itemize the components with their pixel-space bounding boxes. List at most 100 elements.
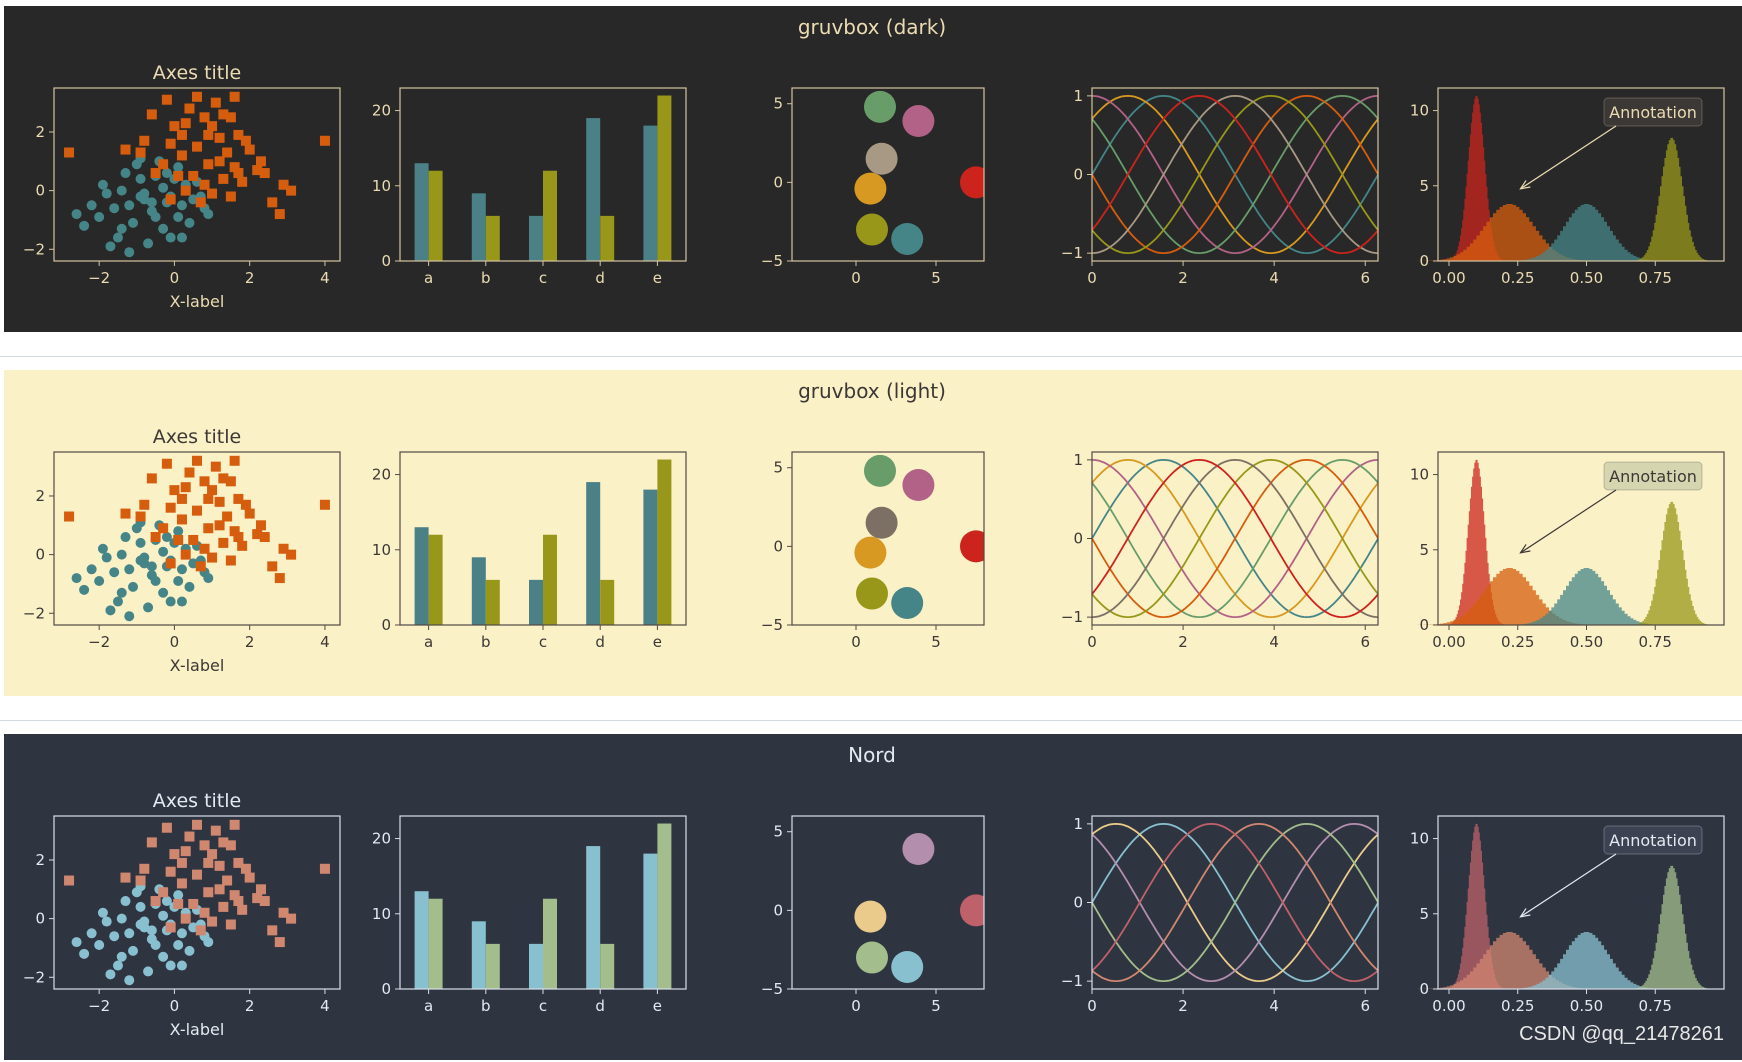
y-tick-label: 10	[1410, 830, 1429, 848]
x-tick-label: c	[539, 997, 547, 1015]
scatter-point-series-b	[252, 165, 263, 176]
x-tick-label: d	[595, 997, 605, 1015]
y-tick-label: −2	[23, 604, 45, 622]
x-tick-label: 0.75	[1639, 633, 1672, 651]
sine-series-line	[1091, 94, 1379, 255]
scatter-point-series-a	[158, 546, 169, 557]
x-tick-label: 4	[1269, 633, 1279, 651]
annotation-box	[1603, 97, 1703, 127]
scatter-point-series-b	[214, 884, 225, 895]
scatter-point-series-b	[158, 159, 169, 170]
bar-series-1	[643, 125, 658, 261]
circle-marker	[865, 142, 898, 175]
y-tick-label: 10	[372, 905, 391, 923]
circle-group	[854, 833, 984, 983]
scatter-point-series-b	[218, 837, 229, 848]
scatter-point-series-b	[199, 179, 210, 190]
scatter-point-series-a	[124, 928, 135, 939]
x-axis-label: X-label	[170, 292, 225, 311]
x-tick-label: 0.75	[1639, 997, 1672, 1015]
x-tick-label: 4	[320, 269, 330, 287]
y-tick-label: 5	[1419, 541, 1429, 559]
separator	[0, 356, 1742, 357]
scatter-point-series-b	[203, 159, 214, 170]
bar-series-2	[543, 534, 557, 625]
scatter-point-series-a	[120, 168, 131, 179]
axes-title: Axes title	[153, 426, 241, 448]
bar-series-2	[543, 170, 557, 261]
scatter-point-series-b	[176, 878, 187, 889]
separator	[0, 720, 1742, 721]
x-tick-label: e	[653, 269, 662, 287]
histogram-series	[1627, 865, 1716, 989]
x-tick-label: 6	[1360, 997, 1370, 1015]
theme-panel-gruvbox-light: gruvbox (light) Axes title −2 0 2 −2 0 2 4 X-labe…	[4, 370, 1742, 696]
scatter-point-series-b	[165, 502, 176, 513]
x-tick-label: 0	[1087, 633, 1097, 651]
scatter-point-series-b	[255, 884, 266, 895]
scatter-point-series-b	[150, 896, 161, 907]
scatter-point-series-a	[79, 584, 90, 595]
bar-series-1	[586, 846, 601, 989]
scatter-point-series-b	[180, 549, 191, 560]
scatter-point-series-b	[218, 473, 229, 484]
scatter-point-series-a	[71, 209, 82, 220]
x-tick-label: 0.00	[1432, 997, 1465, 1015]
axes-frame	[399, 451, 687, 626]
scatter-point-series-b	[267, 925, 278, 936]
scatter-point-series-b	[252, 893, 263, 904]
scatter-point-series-b	[259, 532, 270, 543]
axes-frame	[1437, 87, 1725, 262]
annotation-arrowhead	[1519, 908, 1531, 918]
y-tick-label: 20	[372, 830, 391, 848]
scatter-point-series-a	[150, 212, 161, 223]
y-tick-label: 2	[35, 123, 45, 141]
scatter-point-series-b	[199, 840, 210, 851]
y-tick-label: −1	[1061, 244, 1083, 262]
bar-series-2	[428, 170, 443, 261]
bar-series-1	[414, 163, 429, 261]
x-tick-label: 0.00	[1432, 633, 1465, 651]
scatter-point-series-a	[97, 907, 108, 918]
scatter-point-series-b	[222, 875, 233, 886]
x-tick-label: −2	[88, 269, 110, 287]
scatter-point-series-b	[135, 875, 146, 886]
circle-marker	[865, 506, 898, 539]
scatter-point-series-a	[188, 194, 199, 205]
scatter-point-series-b	[218, 901, 229, 912]
axes-frame	[399, 87, 687, 262]
scatter-point-series-a	[71, 937, 82, 948]
x-tick-label: 0	[1087, 997, 1097, 1015]
circle-marker	[856, 213, 888, 246]
scatter-point-series-b	[319, 863, 330, 874]
scatter-point-series-b	[120, 508, 131, 519]
watermark: CSDN @qq_21478261	[1519, 1023, 1724, 1045]
scatter-point-series-a	[116, 549, 127, 560]
scatter-point-series-b	[207, 849, 218, 860]
scatter-point-series-a	[173, 890, 184, 901]
scatter-point-series-a	[97, 179, 108, 190]
scatter-point-series-a	[143, 238, 154, 249]
annotation-arrow	[1520, 853, 1617, 918]
sine-series-line	[1091, 458, 1379, 619]
x-tick-label: 0.25	[1501, 633, 1534, 651]
axes-frame	[791, 87, 985, 262]
scatter-point-series-a	[173, 212, 184, 223]
y-tick-label: 1	[1073, 87, 1083, 105]
x-tick-label: 5	[931, 633, 941, 651]
scatter-point-series-b	[207, 121, 218, 132]
bar-subplot: a b c d e 0 10 20	[372, 815, 687, 1015]
scatter-point-series-b	[229, 526, 240, 537]
scatter-point-series-a	[131, 523, 142, 534]
sine-series-line	[1091, 459, 1379, 619]
scatter-point-series-b	[161, 458, 172, 469]
theme-figure: gruvbox (light) Axes title −2 0 2 −2 0 2 4 X-labe…	[4, 370, 1742, 696]
scatter-point-series-a	[79, 948, 90, 959]
circle-marker	[856, 577, 888, 610]
axes-title: Axes title	[153, 62, 241, 84]
scatter-point-series-b	[184, 467, 195, 478]
histogram-subplot: 0 5 10 0.00 0.25 0.50 0.75 Annotation	[1410, 87, 1725, 287]
annotation-arrowhead	[1519, 544, 1531, 554]
scatter-point-series-a	[116, 587, 127, 598]
